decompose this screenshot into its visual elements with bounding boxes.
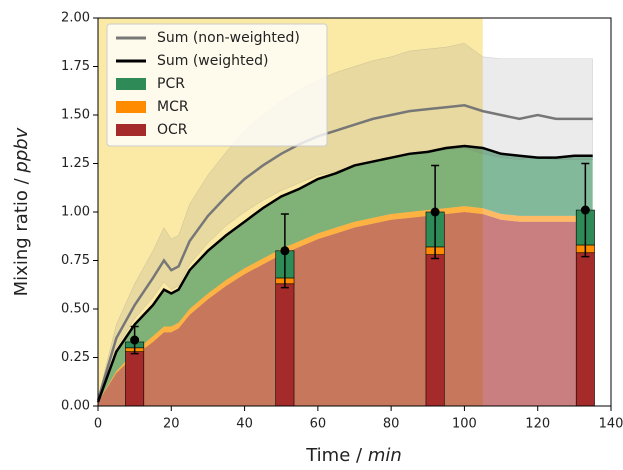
x-tick-label: 80 xyxy=(383,417,400,432)
y-tick-label: 2.00 xyxy=(61,11,90,26)
bar-segment xyxy=(425,254,445,407)
y-tick-label: 0.25 xyxy=(61,350,90,365)
area-mcr xyxy=(98,206,593,403)
mean-dot xyxy=(130,335,140,345)
y-tick-label: 0.00 xyxy=(61,399,90,414)
y-tick-label: 1.50 xyxy=(61,108,90,123)
y-tick-label: 1.00 xyxy=(61,205,90,220)
x-tick-label: 60 xyxy=(310,417,327,432)
line xyxy=(96,144,593,403)
y-tick-label: 1.25 xyxy=(61,156,90,171)
legend-box xyxy=(106,23,328,147)
legend-label: OCR xyxy=(157,122,188,138)
x-tick-label: 20 xyxy=(163,417,180,432)
area-ocr xyxy=(98,212,593,406)
legend-label: MCR xyxy=(157,99,189,115)
area-pcr xyxy=(98,146,593,403)
x-tick-label: 100 xyxy=(452,417,477,432)
mean-dot xyxy=(280,246,290,256)
x-axis-label: Time / min xyxy=(305,445,402,466)
x-tick-label: 140 xyxy=(599,417,623,432)
bar-segment xyxy=(575,252,595,407)
x-tick-label: 120 xyxy=(525,417,550,432)
legend: Sum (non-weighted) Sum (weighted) PCR MCR OC… xyxy=(106,23,328,147)
y-tick-label: 0.50 xyxy=(61,302,90,317)
y-axis-label: Mixing ratio / ppbv xyxy=(11,127,32,296)
legend-label: Sum (weighted) xyxy=(157,53,268,69)
legend-swatch xyxy=(116,124,146,136)
y-tick-label: 0.75 xyxy=(61,253,90,268)
legend-label: Sum (non-weighted) xyxy=(157,30,300,46)
y-tick-label: 1.75 xyxy=(61,59,90,74)
legend-label: PCR xyxy=(157,76,185,92)
legend-swatch xyxy=(116,101,146,113)
bar-segment xyxy=(125,351,145,407)
bar-segment xyxy=(275,283,295,407)
mean-dot xyxy=(580,205,590,215)
x-tick-label: 40 xyxy=(236,417,253,432)
legend-swatch xyxy=(116,78,146,90)
x-tick-label: 0 xyxy=(94,417,102,432)
mean-dot xyxy=(430,207,440,217)
